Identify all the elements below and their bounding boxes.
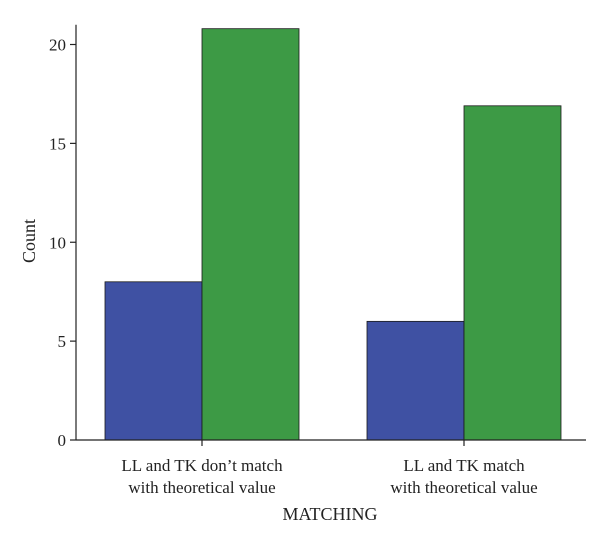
y-tick-label: 15 xyxy=(49,134,66,153)
bars-layer xyxy=(104,28,562,441)
bar-series2-cat2 xyxy=(463,105,562,441)
x-category-label-line: with theoretical value xyxy=(390,478,537,497)
bar-series1-cat2 xyxy=(366,320,465,441)
y-tick-label: 0 xyxy=(58,431,67,450)
bar-series1-cat1 xyxy=(104,281,203,441)
x-category-label-line: with theoretical value xyxy=(128,478,275,497)
x-category-label: LL and TK don’t match with theoretical va… xyxy=(121,456,283,497)
y-tick-label: 5 xyxy=(58,332,67,351)
x-category-label: LL and TK match with theoretical value xyxy=(390,456,537,497)
axes-layer: 0 5 10 15 20 LL and TK don’t match with theore… xyxy=(49,24,586,497)
bar-series2-cat1 xyxy=(201,28,300,441)
x-category-label-line: LL and TK match xyxy=(403,456,525,475)
x-axis-title: MATCHING xyxy=(282,504,377,524)
y-axis-title: Count xyxy=(19,219,39,263)
x-category-label-line: LL and TK don’t match xyxy=(121,456,283,475)
y-tick-label: 20 xyxy=(49,36,66,55)
y-tick-label: 10 xyxy=(49,233,66,252)
